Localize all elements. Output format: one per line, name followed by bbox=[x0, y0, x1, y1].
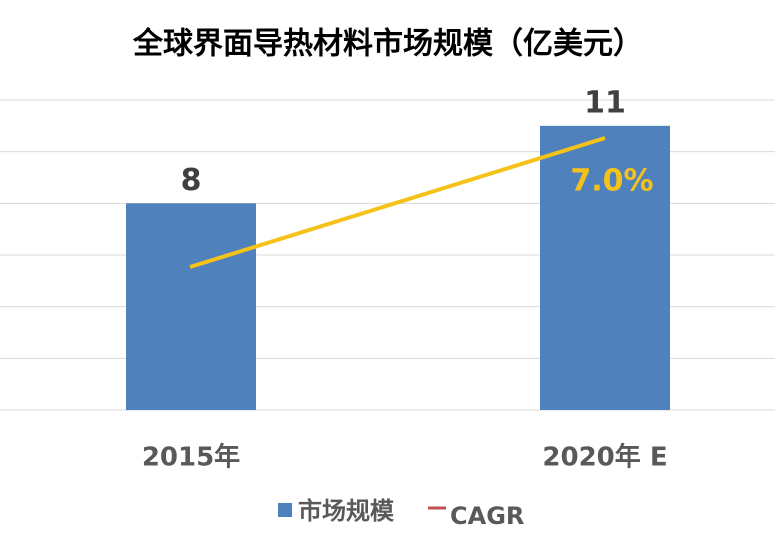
legend-label: 市场规模 bbox=[298, 497, 395, 525]
x-tick-label: 2020年 E bbox=[542, 442, 667, 473]
chart-title: 全球界面导热材料市场规模（亿美元） bbox=[132, 27, 643, 62]
legend-label: CAGR bbox=[450, 502, 524, 530]
data-label: 11 bbox=[584, 85, 626, 120]
bar bbox=[126, 203, 256, 410]
cagr-line bbox=[189, 136, 606, 269]
legend-swatch bbox=[278, 503, 292, 517]
cagr-label: 7.0% bbox=[570, 164, 653, 199]
bar bbox=[540, 125, 670, 410]
data-label: 8 bbox=[181, 163, 202, 198]
x-tick-label: 2015年 bbox=[142, 442, 240, 473]
